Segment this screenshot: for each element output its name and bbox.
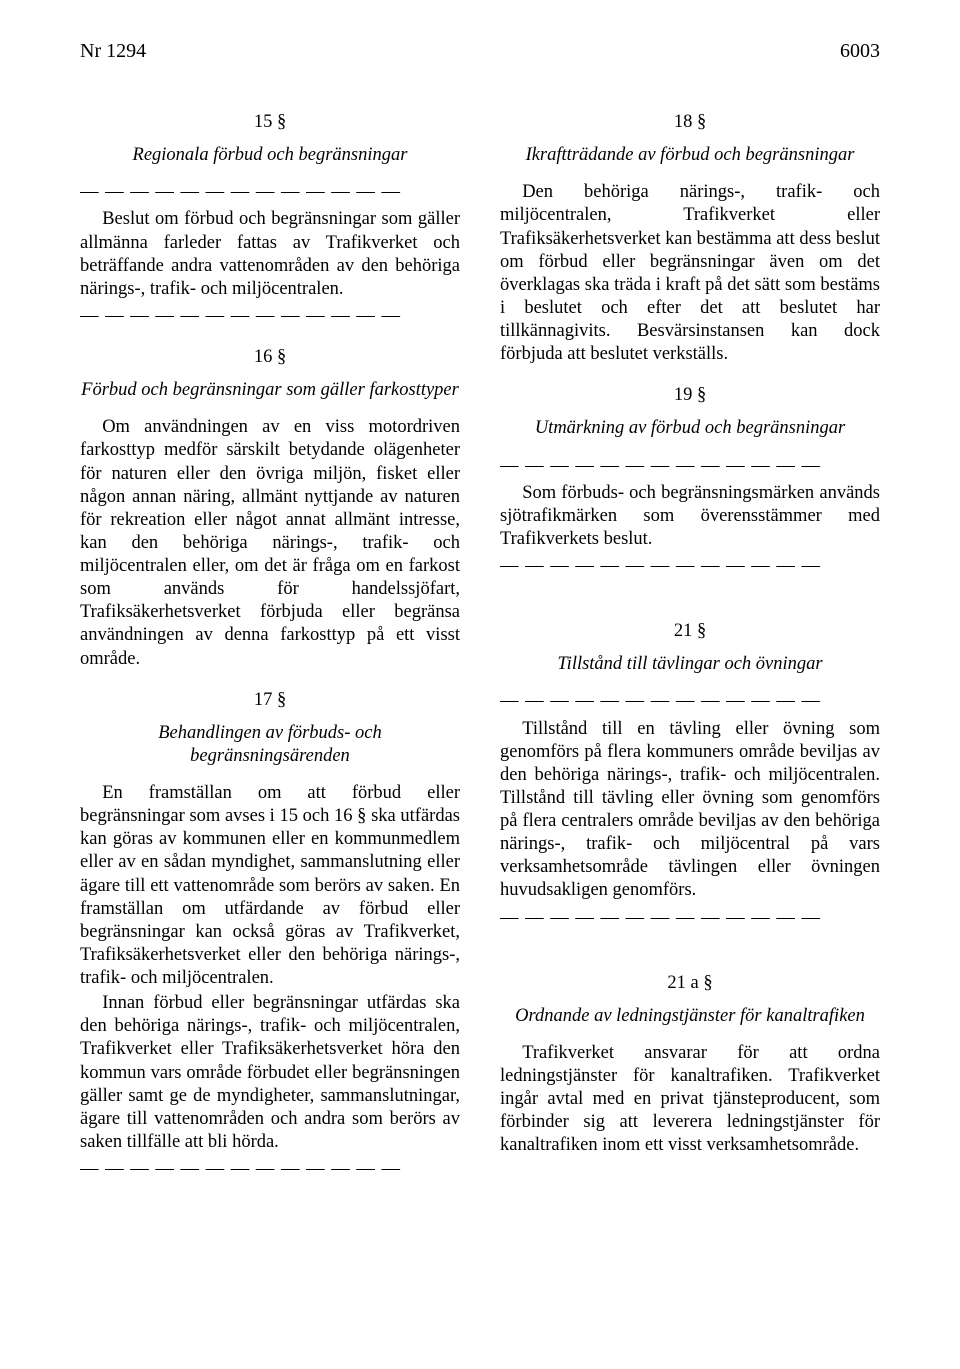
- section-16-number: 16 §: [80, 346, 460, 369]
- dash-line: — — — — — — — — — — — — —: [500, 690, 880, 713]
- section-17-title: Behandlingen av förbuds- och begränsning…: [80, 722, 460, 768]
- section-18-number: 18 §: [500, 111, 880, 134]
- section-16-p1: Om användningen av en viss motordriven f…: [80, 416, 460, 670]
- page-header: Nr 1294 6003: [80, 40, 880, 63]
- spacer: [500, 582, 880, 602]
- spacer: [500, 934, 880, 954]
- dash-line: — — — — — — — — — — — — —: [500, 907, 880, 930]
- header-right: 6003: [840, 40, 880, 63]
- page: Nr 1294 6003 15 § Regionala förbud och b…: [0, 0, 960, 1245]
- section-15-title: Regionala förbud och begränsningar: [80, 144, 460, 167]
- section-21-title: Tillstånd till tävlingar och övningar: [500, 653, 880, 676]
- section-15-p1: Beslut om förbud och begränsningar som g…: [80, 208, 460, 301]
- left-column: 15 § Regionala förbud och begränsningar …: [80, 93, 460, 1185]
- section-15-number: 15 §: [80, 111, 460, 134]
- section-18-p1: Den behöriga närings-, trafik- och miljö…: [500, 181, 880, 366]
- section-17-p2: Innan förbud eller begränsningar utfärda…: [80, 992, 460, 1154]
- section-16-title: Förbud och begränsningar som gäller fark…: [80, 379, 460, 402]
- right-column: 18 § Ikraftträdande av förbud och begrän…: [500, 93, 880, 1185]
- section-21-p1: Tillstånd till en tävling eller övning s…: [500, 718, 880, 903]
- section-19-number: 19 §: [500, 384, 880, 407]
- header-left: Nr 1294: [80, 40, 146, 63]
- dash-line: — — — — — — — — — — — — —: [500, 455, 880, 478]
- dash-line: — — — — — — — — — — — — —: [80, 1158, 460, 1181]
- section-19-p1: Som förbuds- och begränsningsmärken anvä…: [500, 482, 880, 551]
- section-21a-p1: Trafikverket ansvarar för att ordna ledn…: [500, 1042, 880, 1158]
- dash-line: — — — — — — — — — — — — —: [500, 555, 880, 578]
- section-21a-title: Ordnande av ledningstjänster för kanaltr…: [500, 1005, 880, 1028]
- section-21a-number: 21 a §: [500, 972, 880, 995]
- section-21-number: 21 §: [500, 620, 880, 643]
- section-19-title: Utmärkning av förbud och begränsningar: [500, 417, 880, 440]
- section-17-number: 17 §: [80, 689, 460, 712]
- section-17-p1: En framställan om att förbud eller begrä…: [80, 782, 460, 990]
- dash-line: — — — — — — — — — — — — —: [80, 181, 460, 204]
- dash-line: — — — — — — — — — — — — —: [80, 305, 460, 328]
- section-18-title: Ikraftträdande av förbud och begränsning…: [500, 144, 880, 167]
- columns: 15 § Regionala förbud och begränsningar …: [80, 93, 880, 1185]
